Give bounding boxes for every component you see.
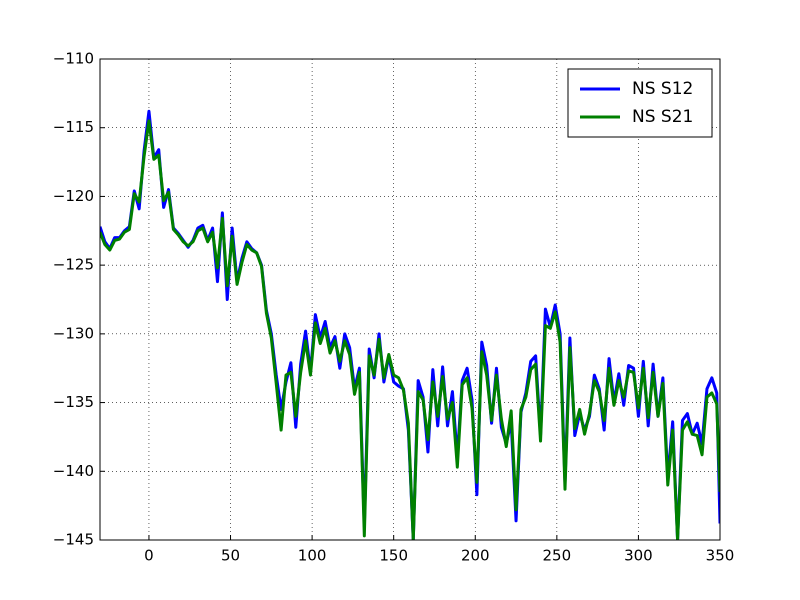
plot-frame [99,58,721,541]
y-tick-label: −125 [53,256,94,274]
ticks: 0 50 100 150 200 250 300 350 −145 −140 −135 −130 −12… [53,50,735,565]
x-tick-label: 300 [624,547,653,565]
y-tick-label: −130 [53,324,94,342]
x-tick-label: 250 [543,547,572,565]
y-tick-label: −110 [53,50,94,68]
legend-label: NS S21 [632,107,693,127]
plot-lines [100,109,720,540]
x-tick-label: 50 [221,547,240,565]
x-tick-label: 100 [298,547,327,565]
x-tick-label: 150 [379,547,408,565]
line-series [100,119,720,540]
x-tick-label: 350 [706,547,735,565]
legend-label: NS S12 [632,79,693,99]
x-tick-label: 200 [461,547,490,565]
y-tick-label: −145 [53,531,94,549]
x-tick-label: 0 [144,547,154,565]
y-tick-label: −135 [53,393,94,411]
legend-box [567,68,713,138]
y-tick-label: −120 [53,187,94,205]
legend: NS S12 NS S21 [567,68,713,138]
y-tick-label: −115 [53,118,94,136]
y-tick-label: −140 [53,462,94,480]
